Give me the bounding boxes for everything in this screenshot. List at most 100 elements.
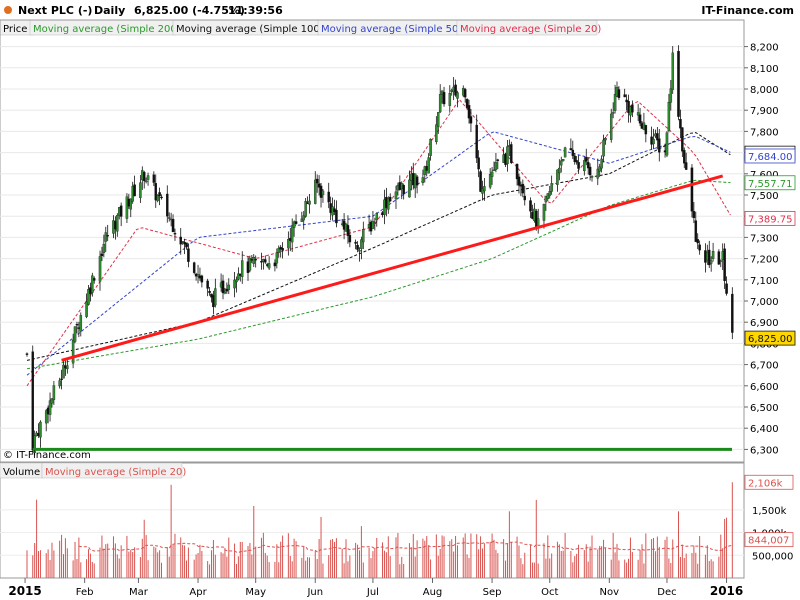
- candle-body: [427, 157, 430, 174]
- legend-ma200: Moving average (Simple 200): [33, 24, 181, 35]
- last-value-text: 7,684.00: [748, 152, 793, 163]
- volume-last-box: [744, 532, 794, 548]
- candle-body: [590, 176, 594, 178]
- candle-body: [613, 94, 617, 111]
- chart-header: Next PLC (-) Daily 6,825.00 (-4.75%) 11:…: [0, 0, 800, 20]
- candle-body: [52, 385, 56, 400]
- candle-body: [388, 196, 392, 202]
- legend-ma50: Moving average (Simple 50): [321, 24, 462, 35]
- price-tick-label: 8,200: [750, 43, 779, 54]
- candle-body: [300, 218, 304, 222]
- candle-body: [494, 162, 498, 170]
- price-tick-label: 7,800: [750, 127, 779, 138]
- candle-body: [611, 112, 615, 114]
- candle-body: [100, 253, 104, 256]
- candle-body: [125, 196, 129, 219]
- candle-body: [560, 160, 563, 166]
- candle-body: [588, 166, 592, 176]
- candle-body: [142, 172, 146, 181]
- last-value-text: 6,825.00: [748, 334, 793, 345]
- price-tick-label: 7,500: [750, 191, 779, 202]
- candle-body: [156, 194, 159, 201]
- candle-body: [679, 119, 682, 129]
- candle-body: [221, 280, 225, 294]
- candle-body: [696, 239, 699, 244]
- candle-body: [294, 221, 298, 224]
- candle-body: [725, 283, 728, 294]
- candle-body: [277, 247, 280, 253]
- legend-volume: Volume: [3, 467, 40, 478]
- price-tick-label: 7,000: [750, 297, 779, 308]
- candle-body: [33, 435, 36, 454]
- candle-body: [62, 364, 65, 379]
- moving-average-lines: [26, 98, 731, 387]
- candle-body: [671, 52, 674, 90]
- last-value-box: [744, 210, 796, 226]
- candle-body: [521, 183, 525, 194]
- candle-body: [75, 324, 79, 326]
- price-tick-label: 8,000: [750, 85, 779, 96]
- candle-body: [408, 179, 411, 198]
- candle-body: [698, 244, 701, 251]
- candle-body: [652, 138, 655, 145]
- legend-ma20: Moving average (Simple 20): [460, 24, 601, 35]
- copyright-label: © IT-Finance.com: [3, 450, 91, 461]
- volume-last-text: 844,007: [748, 536, 789, 547]
- candle-body: [479, 171, 482, 192]
- candle-body: [292, 221, 296, 228]
- candle-body: [465, 99, 469, 108]
- candle-body: [475, 124, 478, 159]
- time-axis: 2015 Feb Mar Apr May Jun Jul Aug Sep Oct Nov Dec 201…: [8, 578, 743, 598]
- candle-body: [133, 184, 136, 197]
- candle-body: [321, 190, 325, 195]
- candle-body: [429, 138, 432, 156]
- candle-body: [119, 205, 123, 217]
- candle-body: [281, 248, 284, 251]
- candle-body: [196, 274, 200, 277]
- candle-body: [583, 160, 586, 172]
- candle-body: [235, 279, 238, 283]
- candle-body: [79, 315, 83, 332]
- candle-body: [181, 241, 184, 243]
- candle-body: [91, 275, 94, 293]
- candle-body: [456, 92, 459, 99]
- drawn-lines: [32, 174, 732, 451]
- candle-body: [129, 198, 133, 210]
- candle-body: [304, 200, 307, 217]
- price-tick-label: 7,300: [750, 233, 779, 244]
- candle-body: [373, 222, 377, 224]
- candle-body: [623, 94, 626, 98]
- candle-body: [708, 249, 711, 266]
- candle-body: [506, 146, 509, 164]
- candle-body: [477, 157, 480, 170]
- candle-body: [617, 89, 621, 98]
- candle-body: [160, 196, 163, 199]
- volume-legend: Volume Moving average (Simple 20): [0, 462, 186, 479]
- candle-body: [638, 114, 642, 124]
- candle-body: [50, 398, 54, 404]
- candle-body: [573, 155, 576, 162]
- time-tick-label: Apr: [189, 587, 207, 598]
- candle-body: [93, 278, 96, 281]
- candle-body: [348, 234, 352, 243]
- volume-ma20-line: [78, 540, 733, 554]
- candle-body: [254, 259, 257, 261]
- last-value-box: [744, 148, 796, 164]
- candle-body: [523, 195, 527, 201]
- brand-label: IT-Finance.com: [701, 4, 794, 17]
- candle-body: [625, 99, 628, 103]
- candle-body: [208, 291, 211, 293]
- candle-body: [58, 380, 61, 387]
- volume-last-box: [744, 474, 794, 490]
- candle-body: [636, 112, 640, 116]
- candle-body: [317, 183, 321, 188]
- candle-body: [102, 243, 106, 254]
- candle-body: [577, 162, 580, 169]
- candle-body: [604, 138, 607, 141]
- candle-body: [709, 260, 713, 264]
- candle-body: [25, 353, 29, 355]
- last-value-label: 6,825.00: [744, 330, 796, 346]
- candle-body: [723, 248, 726, 282]
- candle-body: [187, 248, 190, 262]
